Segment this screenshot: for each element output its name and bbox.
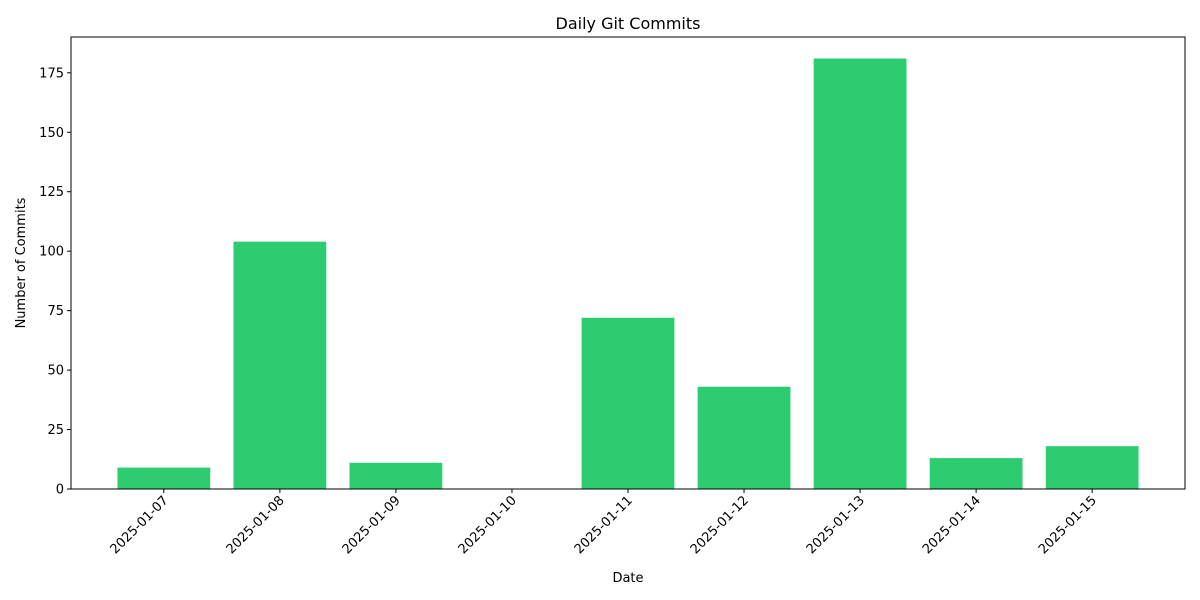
x-tick-label: 2025-01-10 bbox=[456, 493, 520, 557]
bar-2025-01-13 bbox=[813, 58, 907, 490]
bar-2025-01-14 bbox=[929, 458, 1023, 489]
x-tick-label: 2025-01-11 bbox=[572, 493, 636, 557]
y-axis-label: Number of Commits bbox=[14, 197, 29, 328]
x-tick-label: 2025-01-07 bbox=[108, 493, 172, 557]
x-tick-label: 2025-01-09 bbox=[340, 493, 404, 557]
y-tick-label: 100 bbox=[39, 245, 64, 260]
chart-title: Daily Git Commits bbox=[556, 14, 701, 33]
y-tick-label: 75 bbox=[47, 304, 64, 319]
bar-2025-01-12 bbox=[697, 386, 791, 489]
x-axis-label: Date bbox=[612, 571, 643, 586]
x-tick-label: 2025-01-15 bbox=[1036, 493, 1100, 557]
x-tick-label: 2025-01-12 bbox=[688, 493, 752, 557]
bar-2025-01-07 bbox=[117, 467, 211, 489]
bar-2025-01-08 bbox=[233, 241, 327, 489]
y-tick-label: 125 bbox=[39, 185, 64, 200]
bars-group bbox=[117, 58, 1139, 490]
bar-2025-01-15 bbox=[1045, 446, 1139, 489]
y-tick-label: 175 bbox=[39, 66, 64, 81]
y-tick-label: 50 bbox=[47, 364, 64, 379]
y-tick-label: 150 bbox=[39, 126, 64, 141]
y-axis: 0 25 50 75 100 125 150 175 bbox=[39, 66, 71, 498]
x-tick-label: 2025-01-08 bbox=[224, 493, 288, 557]
bar-2025-01-11 bbox=[581, 317, 675, 489]
y-tick-label: 0 bbox=[56, 483, 64, 498]
x-tick-label: 2025-01-14 bbox=[920, 493, 984, 557]
x-tick-label: 2025-01-13 bbox=[804, 493, 868, 557]
y-tick-label: 25 bbox=[47, 423, 64, 438]
bar-2025-01-09 bbox=[349, 462, 443, 489]
x-axis: 2025-01-07 2025-01-08 2025-01-09 2025-01-10… bbox=[108, 489, 1100, 557]
